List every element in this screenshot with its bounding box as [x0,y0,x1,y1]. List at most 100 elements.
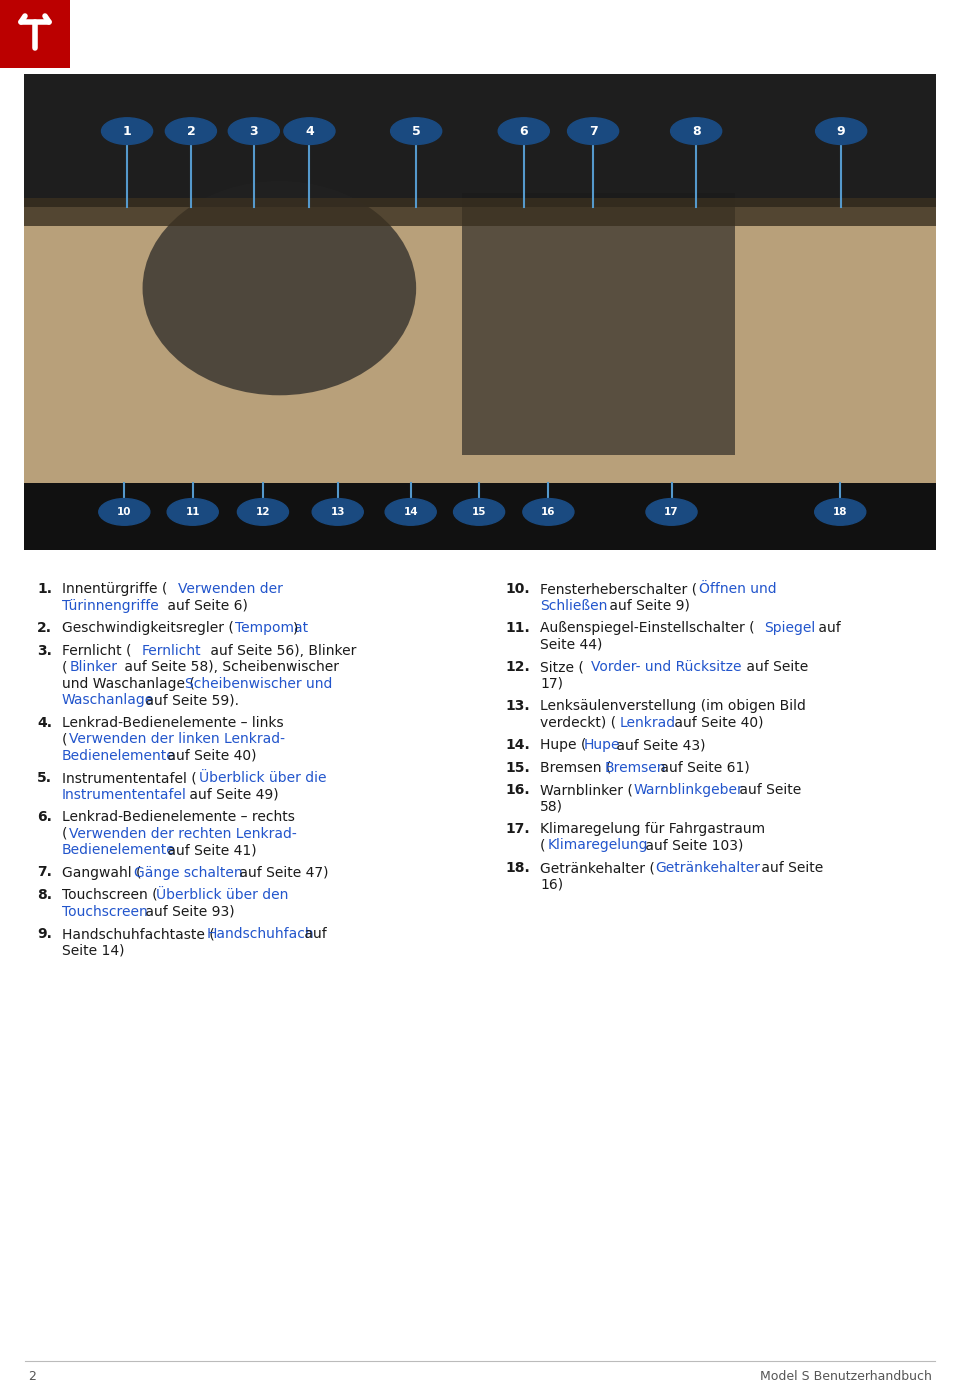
Text: 13: 13 [330,507,345,517]
Text: Hupe (: Hupe ( [540,738,587,752]
Text: 8.: 8. [37,888,52,902]
Text: 5.: 5. [37,771,52,785]
Text: (: ( [62,660,67,674]
Text: Lenkrad-Bedienelemente – rechts: Lenkrad-Bedienelemente – rechts [62,810,295,824]
Text: 10: 10 [117,507,132,517]
Text: 15.: 15. [505,761,530,775]
Text: Spiegel: Spiegel [764,621,815,635]
Circle shape [312,498,363,525]
Text: 17.: 17. [505,822,530,836]
Text: Verwenden der linken Lenkrad-: Verwenden der linken Lenkrad- [69,732,285,745]
Text: Bedienelemente: Bedienelemente [62,748,176,762]
Text: 4: 4 [305,124,314,138]
Text: 3: 3 [250,124,258,138]
Text: Instrumententafel: Instrumententafel [62,787,187,801]
Text: 17): 17) [540,677,563,691]
Text: 5: 5 [412,124,420,138]
Circle shape [646,498,697,525]
Text: 8: 8 [692,124,701,138]
Text: Öffnen und: Öffnen und [699,582,777,596]
Text: Touchscreen: Touchscreen [62,905,148,919]
Text: 12: 12 [255,507,270,517]
Circle shape [816,117,867,144]
Text: auf Seite 41): auf Seite 41) [163,843,256,857]
Text: auf Seite 43): auf Seite 43) [612,738,706,752]
Text: auf Seite: auf Seite [742,660,808,674]
Text: Bremsen: Bremsen [605,761,666,775]
Bar [24,74,936,207]
Text: 58): 58) [540,800,563,814]
Text: auf Seite 61): auf Seite 61) [656,761,750,775]
Text: auf Seite 47): auf Seite 47) [235,866,329,879]
Text: 16): 16) [540,878,564,892]
Text: Lenksäulenverstellung (im obigen Bild: Lenksäulenverstellung (im obigen Bild [540,699,805,713]
Circle shape [284,117,335,144]
Text: auf Seite 9): auf Seite 9) [605,599,690,613]
Text: auf Seite: auf Seite [735,783,802,797]
Text: 11.: 11. [505,621,530,635]
Text: 16: 16 [541,507,556,517]
Text: Lenkrad: Lenkrad [619,716,676,730]
Text: ): ) [293,621,299,635]
Text: 6: 6 [519,124,528,138]
Text: Klimaregelung für Fahrgastraum: Klimaregelung für Fahrgastraum [540,822,765,836]
Text: Fernlicht: Fernlicht [141,644,201,658]
Bar [462,193,735,455]
Text: auf Seite: auf Seite [756,861,823,875]
Text: auf: auf [814,621,841,635]
Text: 6.: 6. [37,810,52,824]
Text: auf Seite 56), Blinker: auf Seite 56), Blinker [206,644,357,658]
Text: 14.: 14. [505,738,530,752]
Text: 2: 2 [186,124,195,138]
Text: Handschuhfach: Handschuhfach [206,927,314,941]
Text: Instrumententafel (: Instrumententafel ( [62,771,197,785]
Text: 1: 1 [123,124,132,138]
Text: (: ( [540,839,545,853]
Text: 17: 17 [664,507,679,517]
Text: verdeckt) (: verdeckt) ( [540,716,616,730]
Circle shape [453,498,505,525]
Text: Gänge schalten: Gänge schalten [134,866,243,879]
Text: 14: 14 [403,507,418,517]
Text: auf Seite 93): auf Seite 93) [141,905,235,919]
Text: 2: 2 [28,1369,36,1382]
Text: auf Seite 40): auf Seite 40) [670,716,763,730]
Text: Seite 44): Seite 44) [540,638,602,652]
Text: auf Seite 49): auf Seite 49) [184,787,278,801]
Text: Handschuhfachtaste (: Handschuhfachtaste ( [62,927,215,941]
Text: auf: auf [300,927,327,941]
Circle shape [815,498,866,525]
Text: Waschanlage: Waschanlage [62,692,155,706]
Circle shape [237,498,288,525]
Circle shape [567,117,618,144]
Text: Klimaregelung: Klimaregelung [547,839,648,853]
Text: auf Seite 6): auf Seite 6) [163,599,248,613]
Text: 7: 7 [588,124,597,138]
Text: 18.: 18. [505,861,530,875]
Text: Fernlicht (: Fernlicht ( [62,644,132,658]
Text: Verwenden der: Verwenden der [178,582,282,596]
Text: Überblick über den: Überblick über den [156,888,288,902]
Text: Getränkehalter: Getränkehalter [656,861,760,875]
Text: und Waschanlage (: und Waschanlage ( [62,677,195,691]
Text: Blinker: Blinker [69,660,117,674]
Text: Bedienelemente: Bedienelemente [62,843,176,857]
Text: Touchscreen (: Touchscreen ( [62,888,157,902]
Text: auf Seite 103): auf Seite 103) [641,839,743,853]
Text: Verwenden der rechten Lenkrad-: Verwenden der rechten Lenkrad- [69,826,297,840]
Text: 12.: 12. [505,660,530,674]
Text: 9: 9 [837,124,846,138]
Text: auf Seite 40): auf Seite 40) [163,748,256,762]
Text: Warnblinkgeber: Warnblinkgeber [634,783,744,797]
Circle shape [165,117,216,144]
Text: 11: 11 [185,507,200,517]
Text: Getränkehalter (: Getränkehalter ( [540,861,655,875]
Text: 1.: 1. [37,582,52,596]
Text: Hupe: Hupe [584,738,620,752]
Text: (: ( [62,826,67,840]
Text: (: ( [62,732,67,745]
Text: Vorder- und Rücksitze: Vorder- und Rücksitze [590,660,741,674]
Circle shape [523,498,574,525]
Text: 2.: 2. [37,621,52,635]
Text: Geschwindigkeitsregler (: Geschwindigkeitsregler ( [62,621,234,635]
